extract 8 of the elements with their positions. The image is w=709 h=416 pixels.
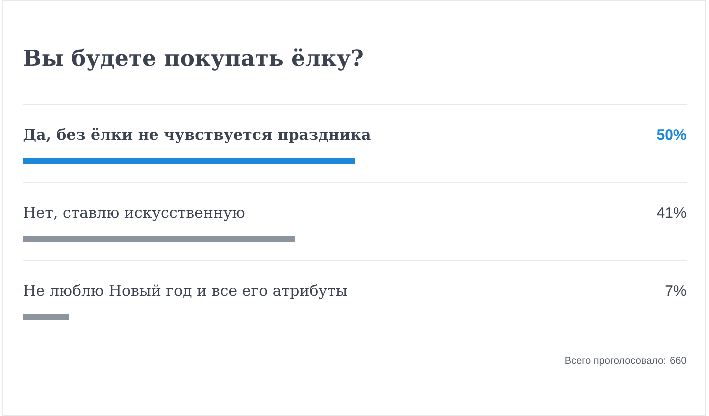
data-label: 7% [666,286,686,296]
y-tick-label: Да, без ёлки не чувствуется праздника [24,128,371,144]
data-label: 50% [657,130,686,140]
y-tick-label: Нет, ставлю искусственную [24,207,245,222]
chart-title: Вы будете покупать ёлку? [24,48,363,71]
data-label: 41% [657,208,686,218]
text: Всего проголосовало: 660 [566,357,686,366]
y-tick-label: Не люблю Новый год и все его атрибуты [24,284,348,300]
